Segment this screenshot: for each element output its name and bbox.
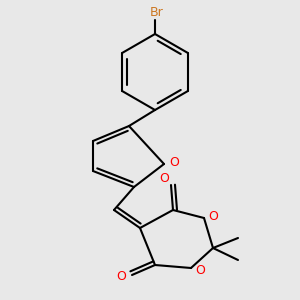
Text: O: O: [195, 263, 205, 277]
Text: O: O: [208, 209, 218, 223]
Text: O: O: [159, 172, 169, 185]
Text: Br: Br: [150, 5, 164, 19]
Text: O: O: [169, 155, 179, 169]
Text: O: O: [116, 271, 126, 284]
